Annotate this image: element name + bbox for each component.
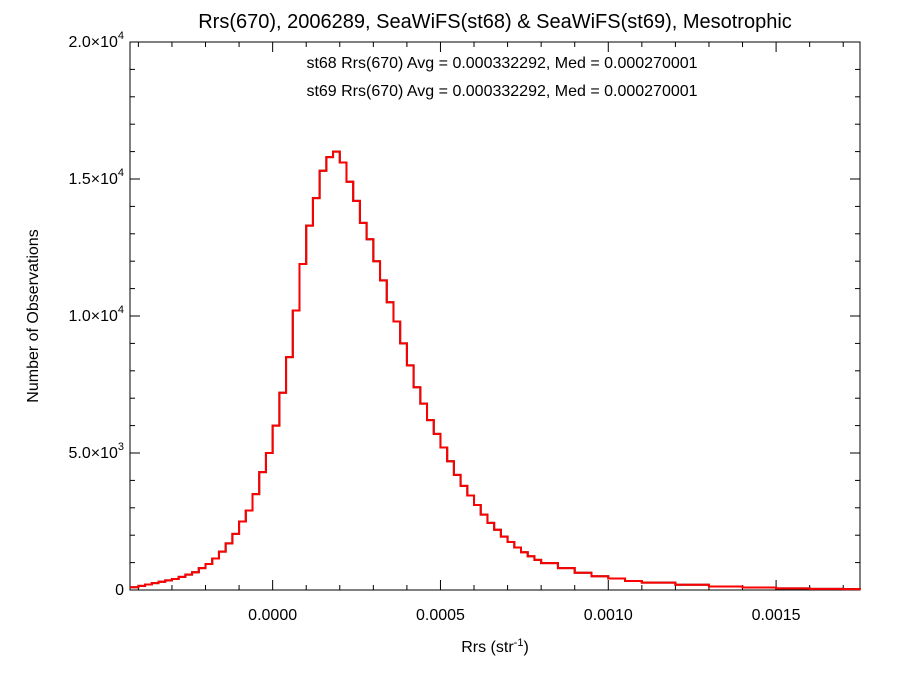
x-axis-label-main: Rrs (str xyxy=(461,639,514,656)
x-tick-label: 0.0005 xyxy=(416,607,465,624)
x-axis-label: Rrs (str-1) xyxy=(461,637,529,656)
y-tick-label: 0 xyxy=(115,582,124,599)
annotation-st68: st68 Rrs(670) Avg = 0.000332292, Med = 0… xyxy=(306,55,697,72)
y-tick-label-exp: 3 xyxy=(118,441,124,453)
x-tick-label: 0.0015 xyxy=(752,607,801,624)
y-tick-label: 5.0×103 xyxy=(68,441,124,462)
y-tick-label-exp: 4 xyxy=(118,304,124,316)
y-tick-label-base: 1.0×10 xyxy=(68,308,117,325)
series-layer xyxy=(130,150,861,591)
x-axis-label-suffix: ) xyxy=(523,639,528,656)
series-st69-line xyxy=(130,150,861,591)
y-tick-label: 1.0×104 xyxy=(68,304,124,325)
x-tick-label: 0.0010 xyxy=(584,607,633,624)
x-axis-ticks: 0.0000 0.0005 0.0010 0.0015 xyxy=(137,42,844,624)
y-tick-label-base: 2.0×10 xyxy=(68,34,117,51)
y-tick-label: 2.0×104 xyxy=(68,30,124,51)
y-tick-label-base: 5.0×10 xyxy=(68,445,117,462)
annotation-st69: st69 Rrs(670) Avg = 0.000332292, Med = 0… xyxy=(306,83,697,100)
chart-title: Rrs(670), 2006289, SeaWiFS(st68) & SeaWi… xyxy=(198,11,792,33)
plot-frame xyxy=(129,41,861,591)
y-tick-label-exp: 4 xyxy=(118,167,124,179)
y-tick-label-base: 1.5×10 xyxy=(68,171,117,188)
x-tick-label: 0.0000 xyxy=(248,607,297,624)
y-tick-label-base: 0 xyxy=(115,582,124,599)
y-axis-label: Number of Observations xyxy=(25,229,42,402)
y-tick-label: 1.5×104 xyxy=(68,167,124,188)
x-axis-label-sup: -1 xyxy=(514,637,524,649)
y-tick-label-exp: 4 xyxy=(118,30,124,42)
